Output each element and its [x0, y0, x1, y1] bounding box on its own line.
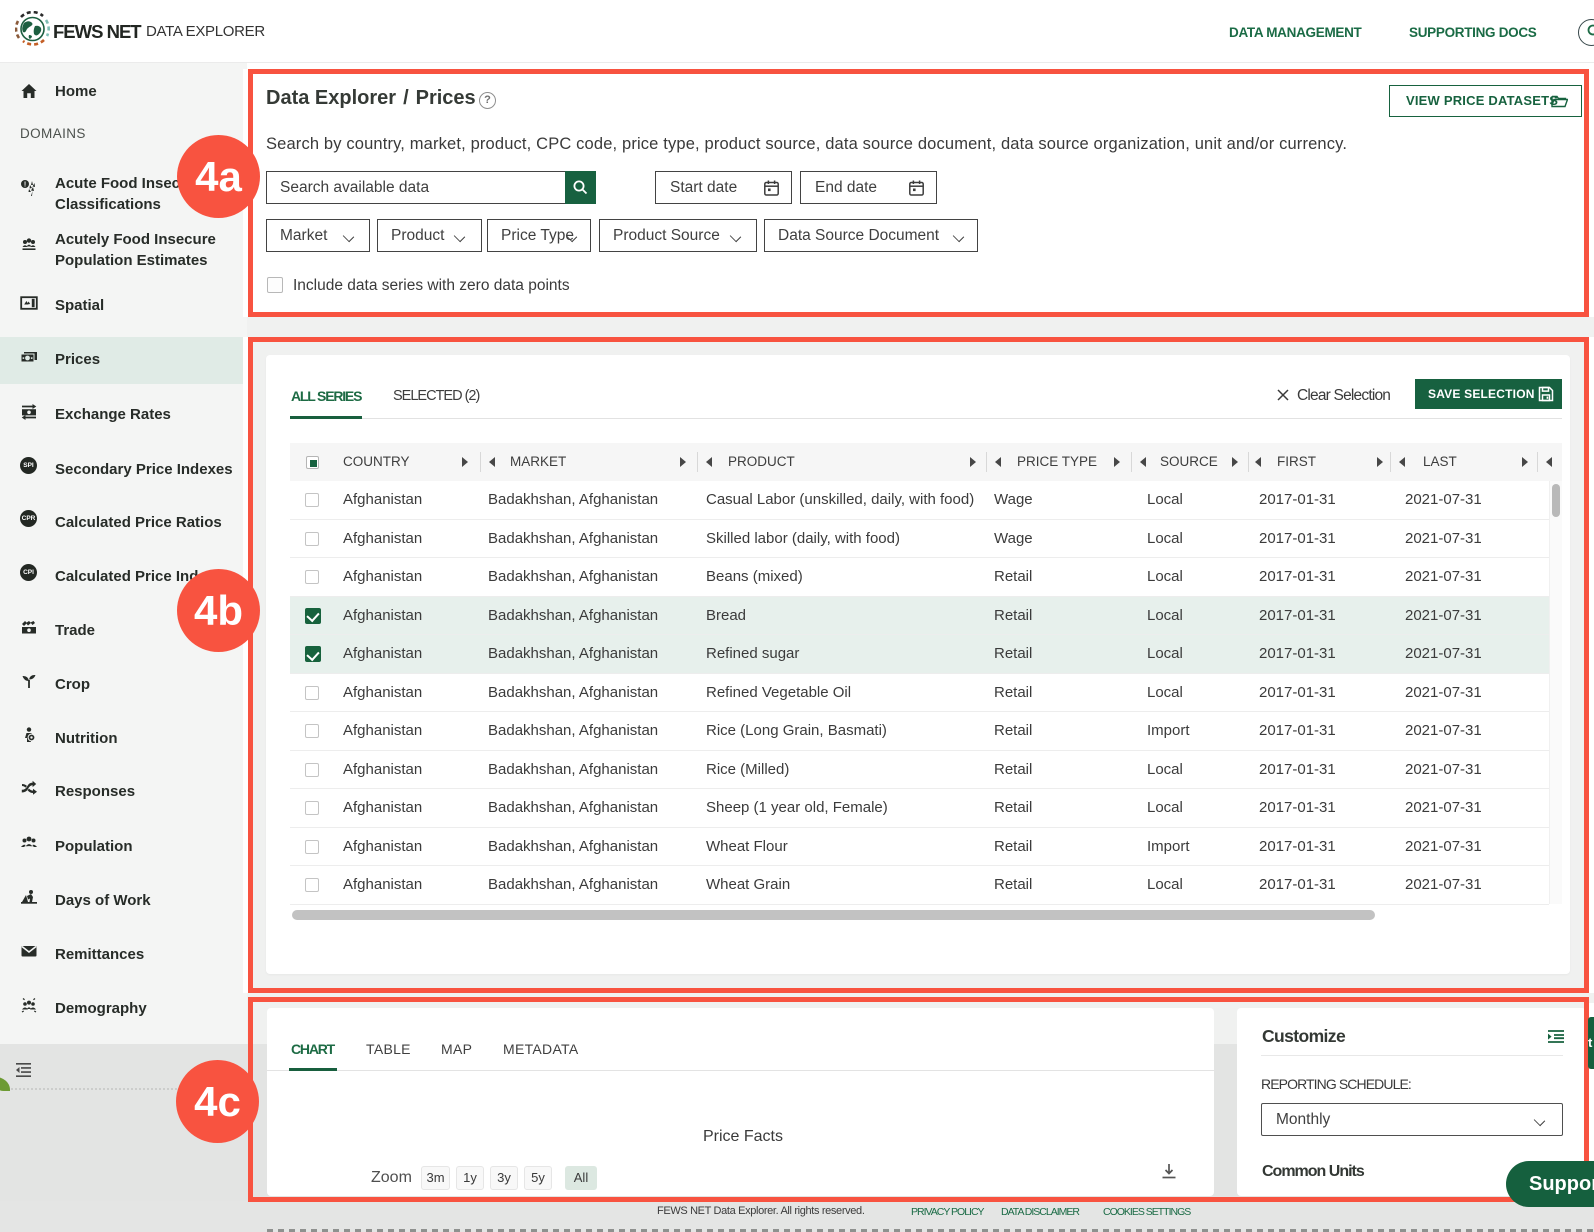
- svg-text:!: !: [24, 182, 26, 189]
